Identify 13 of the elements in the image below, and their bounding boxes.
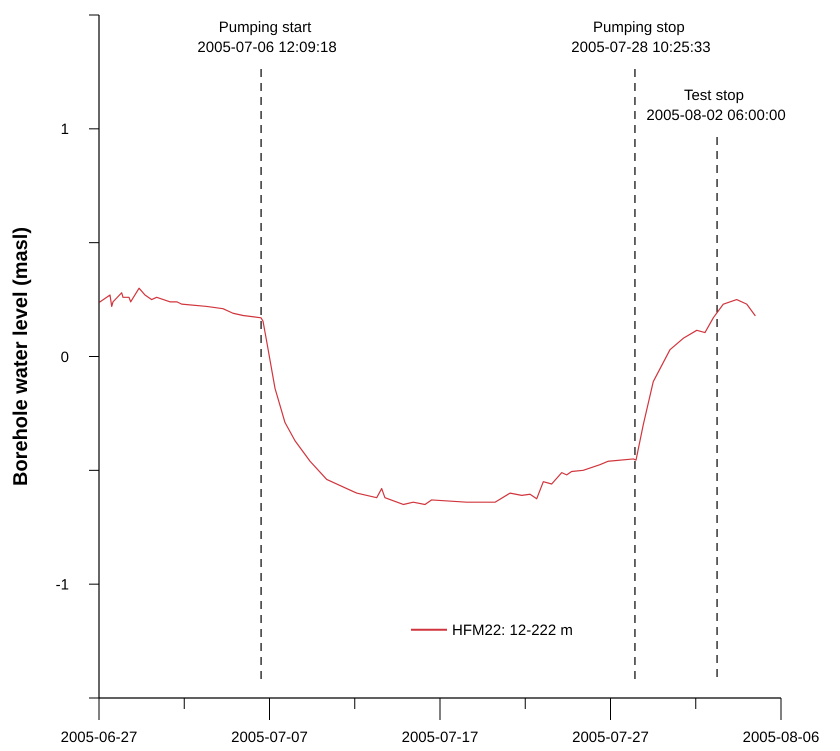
x-tick-label: 2005-08-06 bbox=[742, 729, 820, 746]
legend-label: HFM22: 12-222 m bbox=[452, 622, 573, 639]
y-axis-title: Borehole water level (masl) bbox=[10, 227, 32, 486]
x-tick-label: 2005-06-27 bbox=[60, 729, 138, 746]
ref-line-label: Test stop 2005-08-02 06:00:00 bbox=[646, 87, 786, 124]
y-tick-label: 0 bbox=[60, 348, 69, 366]
y-tick-label: -1 bbox=[56, 576, 69, 594]
x-tick-label: 2005-07-27 bbox=[572, 729, 649, 746]
ref-line-label: Pumping stop 2005-07-28 10:25:33 bbox=[571, 19, 711, 56]
x-tick-label: 2005-07-07 bbox=[231, 729, 308, 746]
ref-line-label: Pumping start 2005-07-06 12:09:18 bbox=[197, 19, 337, 56]
y-tick-label: 1 bbox=[60, 121, 69, 138]
x-tick-label: 2005-07-17 bbox=[402, 729, 478, 746]
